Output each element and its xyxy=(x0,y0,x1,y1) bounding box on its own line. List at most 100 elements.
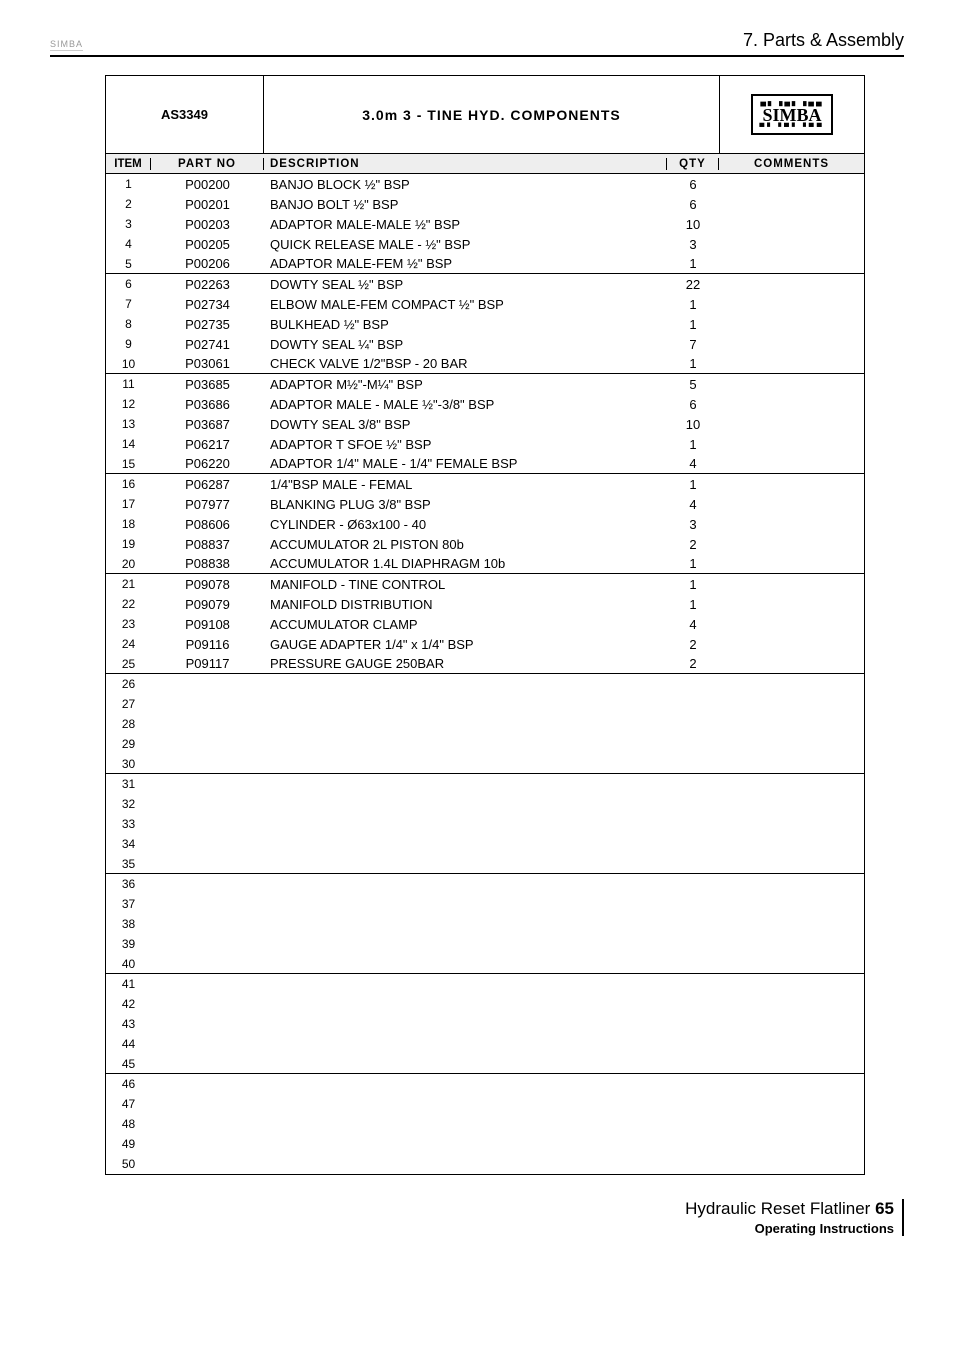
col-qty-header: QTY xyxy=(667,158,719,170)
cell-qty: 2 xyxy=(667,656,719,671)
cell-description: MANIFOLD - TINE CONTROL xyxy=(264,577,667,592)
table-row: 18P08606CYLINDER - Ø63x100 - 403 xyxy=(106,514,864,534)
col-item-header: ITEM xyxy=(106,158,151,170)
cell-qty: 7 xyxy=(667,337,719,352)
table-row: 22P09079MANIFOLD DISTRIBUTION1 xyxy=(106,594,864,614)
footer-title: Hydraulic Reset Flatliner 65 xyxy=(685,1199,894,1219)
table-row: 44 xyxy=(106,1034,864,1054)
cell-item: 42 xyxy=(106,997,151,1011)
cell-description: ADAPTOR MALE-FEM ½" BSP xyxy=(264,256,667,271)
cell-item: 30 xyxy=(106,757,151,771)
cell-description: GAUGE ADAPTER 1/4" x 1/4" BSP xyxy=(264,637,667,652)
cell-qty: 6 xyxy=(667,197,719,212)
cell-item: 50 xyxy=(106,1157,151,1171)
cell-description: MANIFOLD DISTRIBUTION xyxy=(264,597,667,612)
table-row: 30 xyxy=(106,754,864,774)
cell-item: 13 xyxy=(106,417,151,431)
cell-part-no: P09108 xyxy=(151,617,264,632)
cell-part-no: P00200 xyxy=(151,177,264,192)
cell-qty: 6 xyxy=(667,177,719,192)
cell-part-no: P06217 xyxy=(151,437,264,452)
table-row: 8P02735BULKHEAD ½" BSP1 xyxy=(106,314,864,334)
cell-description: ADAPTOR T SFOE ½" BSP xyxy=(264,437,667,452)
cell-qty: 5 xyxy=(667,377,719,392)
assembly-code: AS3349 xyxy=(106,76,264,153)
table-row: 24P09116GAUGE ADAPTER 1/4" x 1/4" BSP2 xyxy=(106,634,864,654)
col-desc-header: DESCRIPTION xyxy=(264,158,667,170)
cell-item: 46 xyxy=(106,1077,151,1091)
cell-qty: 1 xyxy=(667,317,719,332)
cell-item: 9 xyxy=(106,337,151,351)
cell-qty: 1 xyxy=(667,577,719,592)
cell-part-no: P00206 xyxy=(151,256,264,271)
cell-item: 25 xyxy=(106,657,151,671)
cell-item: 49 xyxy=(106,1137,151,1151)
table-row: 48 xyxy=(106,1114,864,1134)
table-row: 25P09117PRESSURE GAUGE 250BAR2 xyxy=(106,654,864,674)
footer-subtitle: Operating Instructions xyxy=(685,1221,894,1236)
small-logo: SIMBA xyxy=(50,39,83,51)
cell-item: 28 xyxy=(106,717,151,731)
cell-qty: 22 xyxy=(667,277,719,292)
cell-qty: 10 xyxy=(667,417,719,432)
cell-qty: 10 xyxy=(667,217,719,232)
table-row: 11P03685ADAPTOR M½"-M¼" BSP5 xyxy=(106,374,864,394)
table-row: 10P03061CHECK VALVE 1/2"BSP - 20 BAR1 xyxy=(106,354,864,374)
cell-qty: 1 xyxy=(667,356,719,371)
brand-logo-cell: ▄▖▗▄▖▗▄▄ SIMBA ▀▘▝▀▘▝▀▀ xyxy=(719,76,864,153)
cell-item: 8 xyxy=(106,317,151,331)
cell-item: 18 xyxy=(106,517,151,531)
assembly-title: 3.0m 3 - TINE HYD. COMPONENTS xyxy=(264,76,719,153)
cell-part-no: P09117 xyxy=(151,656,264,671)
page-footer: Hydraulic Reset Flatliner 65 Operating I… xyxy=(685,1199,904,1236)
cell-item: 12 xyxy=(106,397,151,411)
col-part-header: PART NO xyxy=(151,158,264,170)
table-row: 46 xyxy=(106,1074,864,1094)
cell-qty: 1 xyxy=(667,597,719,612)
table-row: 7P02734ELBOW MALE-FEM COMPACT ½" BSP1 xyxy=(106,294,864,314)
cell-description: ACCUMULATOR CLAMP xyxy=(264,617,667,632)
cell-qty: 3 xyxy=(667,237,719,252)
table-row: 16P062871/4"BSP MALE - FEMAL1 xyxy=(106,474,864,494)
cell-description: 1/4"BSP MALE - FEMAL xyxy=(264,477,667,492)
cell-description: CYLINDER - Ø63x100 - 40 xyxy=(264,517,667,532)
cell-item: 4 xyxy=(106,237,151,251)
cell-part-no: P00205 xyxy=(151,237,264,252)
col-comments-header: COMMENTS xyxy=(719,158,864,170)
cell-item: 5 xyxy=(106,257,151,271)
cell-item: 1 xyxy=(106,177,151,191)
table-row: 17P07977BLANKING PLUG 3/8" BSP4 xyxy=(106,494,864,514)
table-row: 33 xyxy=(106,814,864,834)
table-row: 35 xyxy=(106,854,864,874)
table-row: 45 xyxy=(106,1054,864,1074)
logo-decoration-bottom: ▀▘▝▀▘▝▀▀ xyxy=(759,124,824,131)
cell-part-no: P08606 xyxy=(151,517,264,532)
table-row: 26 xyxy=(106,674,864,694)
table-row: 4P00205QUICK RELEASE MALE - ½" BSP3 xyxy=(106,234,864,254)
table-row: 1P00200BANJO BLOCK ½" BSP6 xyxy=(106,174,864,194)
column-headers: ITEM PART NO DESCRIPTION QTY COMMENTS xyxy=(106,154,864,174)
table-row: 14P06217ADAPTOR T SFOE ½" BSP1 xyxy=(106,434,864,454)
cell-description: BANJO BOLT ½" BSP xyxy=(264,197,667,212)
table-row: 32 xyxy=(106,794,864,814)
cell-item: 39 xyxy=(106,937,151,951)
table-row: 13P03687DOWTY SEAL 3/8" BSP10 xyxy=(106,414,864,434)
table-row: 27 xyxy=(106,694,864,714)
table-row: 2P00201BANJO BOLT ½" BSP6 xyxy=(106,194,864,214)
cell-item: 43 xyxy=(106,1017,151,1031)
cell-part-no: P08837 xyxy=(151,537,264,552)
cell-qty: 1 xyxy=(667,256,719,271)
cell-part-no: P03061 xyxy=(151,356,264,371)
cell-description: BULKHEAD ½" BSP xyxy=(264,317,667,332)
cell-part-no: P07977 xyxy=(151,497,264,512)
cell-qty: 4 xyxy=(667,456,719,471)
cell-qty: 1 xyxy=(667,297,719,312)
table-row: 41 xyxy=(106,974,864,994)
logo-text: SIMBA xyxy=(759,106,824,124)
table-row: 42 xyxy=(106,994,864,1014)
table-row: 49 xyxy=(106,1134,864,1154)
cell-description: ELBOW MALE-FEM COMPACT ½" BSP xyxy=(264,297,667,312)
table-title-row: AS3349 3.0m 3 - TINE HYD. COMPONENTS ▄▖▗… xyxy=(106,76,864,154)
cell-item: 14 xyxy=(106,437,151,451)
cell-item: 7 xyxy=(106,297,151,311)
